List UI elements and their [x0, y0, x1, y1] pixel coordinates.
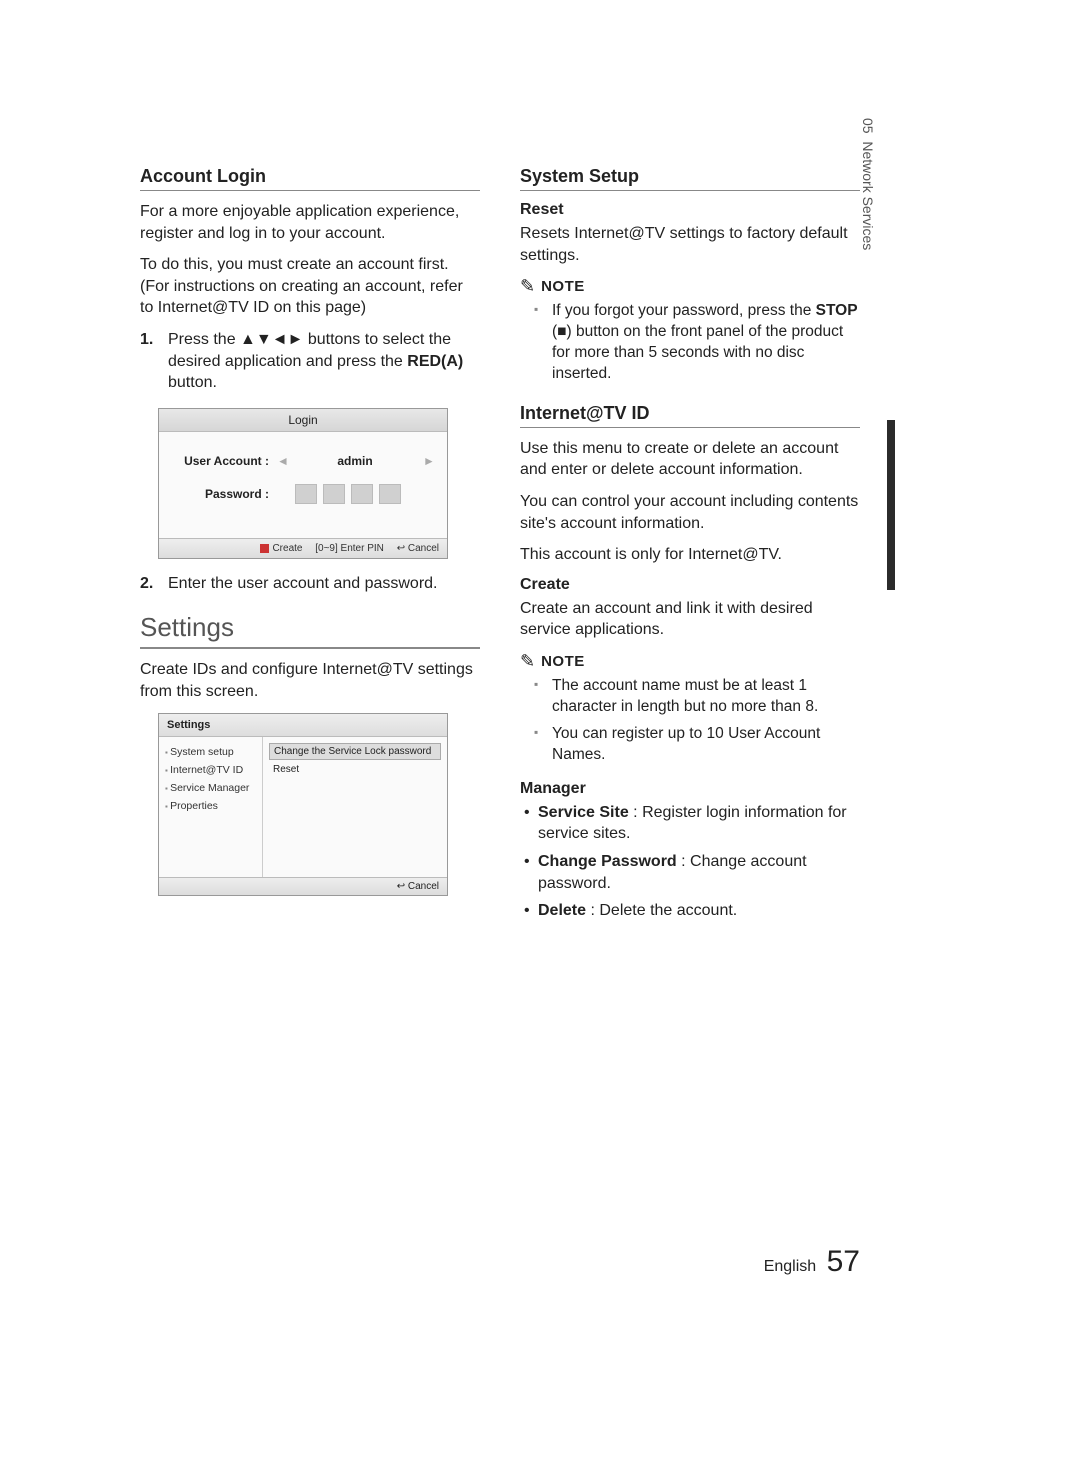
- itv-p1: Use this menu to create or delete an acc…: [520, 438, 860, 481]
- user-account-value: admin: [295, 454, 415, 468]
- password-label: Password :: [173, 487, 269, 501]
- login-screenshot: Login User Account : ◄ admin ► Password …: [158, 408, 448, 559]
- login-footer: Create [0~9] Enter PIN ↩ Cancel: [159, 538, 447, 558]
- create-heading: Create: [520, 576, 860, 594]
- manager-heading: Manager: [520, 780, 860, 798]
- account-login-p1: For a more enjoyable application experie…: [140, 201, 480, 244]
- settings-screenshot: Settings System setup Internet@TV ID Ser…: [158, 713, 448, 896]
- reset-text: Resets Internet@TV settings to factory d…: [520, 223, 860, 266]
- account-login-p2: To do this, you must create an account f…: [140, 254, 480, 319]
- heading-internet-tv-id: Internet@TV ID: [520, 403, 860, 428]
- right-column: System Setup Reset Resets Internet@TV se…: [520, 160, 860, 928]
- settings-menu: System setup Internet@TV ID Service Mana…: [159, 737, 263, 877]
- create-text: Create an account and link it with desir…: [520, 598, 860, 641]
- menu-item: Service Manager: [163, 779, 258, 797]
- heading-account-login: Account Login: [140, 166, 480, 191]
- settings-title: Settings: [159, 714, 447, 737]
- side-tab: 05 Network Services: [862, 118, 882, 288]
- note-heading-2: ✎ NOTE: [520, 651, 860, 672]
- note-heading: ✎ NOTE: [520, 276, 860, 297]
- chapter-title: Network Services: [860, 141, 876, 250]
- menu-item: Internet@TV ID: [163, 761, 258, 779]
- pane-item: Reset: [269, 762, 441, 777]
- manager-item: Delete : Delete the account.: [524, 900, 860, 922]
- settings-footer: ↩ Cancel: [159, 877, 447, 895]
- menu-item: System setup: [163, 743, 258, 761]
- heading-system-setup: System Setup: [520, 166, 860, 191]
- note-item: You can register up to 10 User Account N…: [538, 724, 860, 766]
- note-icon: ✎: [520, 651, 535, 672]
- step-1: 1. Press the ▲▼◄► buttons to select the …: [140, 329, 480, 394]
- chapter-number: 05: [860, 118, 876, 134]
- itv-p3: This account is only for Internet@TV.: [520, 544, 860, 566]
- user-account-label: User Account :: [173, 454, 269, 468]
- footer-lang: English: [764, 1258, 816, 1275]
- step-2: 2. Enter the user account and password.: [140, 573, 480, 595]
- red-button-icon: [260, 544, 269, 553]
- reset-heading: Reset: [520, 201, 860, 219]
- note-item: If you forgot your password, press the S…: [538, 301, 860, 385]
- manager-item: Service Site : Register login informatio…: [524, 802, 860, 845]
- page-footer: English 57: [764, 1245, 860, 1279]
- right-arrow-icon: ►: [423, 454, 433, 468]
- thumb-indicator: [887, 420, 895, 590]
- left-arrow-icon: ◄: [277, 454, 287, 468]
- itv-p2: You can control your account including c…: [520, 491, 860, 534]
- manager-item: Change Password : Change account passwor…: [524, 851, 860, 894]
- menu-item: Properties: [163, 797, 258, 815]
- pane-highlight: Change the Service Lock password: [269, 743, 441, 760]
- note-item: The account name must be at least 1 char…: [538, 676, 860, 718]
- password-boxes: [295, 484, 401, 504]
- settings-p1: Create IDs and configure Internet@TV set…: [140, 659, 480, 702]
- left-column: Account Login For a more enjoyable appli…: [140, 160, 480, 928]
- heading-settings: Settings: [140, 612, 480, 649]
- login-title: Login: [159, 409, 447, 432]
- page-number: 57: [827, 1245, 860, 1278]
- settings-pane: Change the Service Lock password Reset: [263, 737, 447, 877]
- note-icon: ✎: [520, 276, 535, 297]
